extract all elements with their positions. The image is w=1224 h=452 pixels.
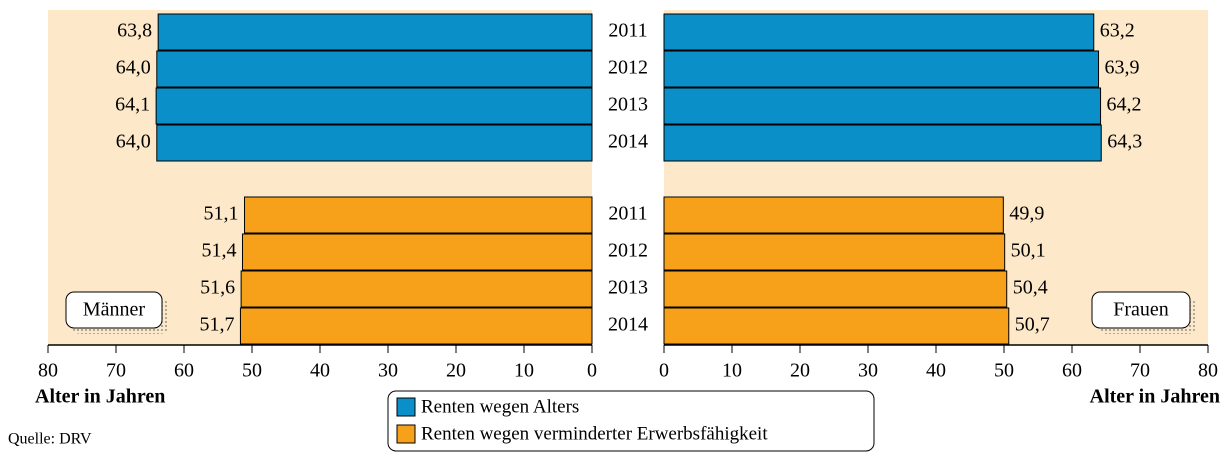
panel-name: Frauen bbox=[1113, 299, 1169, 321]
panel-name: Männer bbox=[83, 299, 146, 321]
bar bbox=[663, 307, 1010, 345]
x-tick-label: 20 bbox=[446, 360, 466, 382]
value-label: 63,8 bbox=[117, 20, 152, 42]
bar bbox=[239, 307, 593, 345]
legend-swatch bbox=[396, 397, 416, 417]
x-tick-label: 80 bbox=[1198, 360, 1218, 382]
x-tick-label: 0 bbox=[659, 360, 669, 382]
x-tick-label: 0 bbox=[587, 360, 597, 382]
legend-swatch bbox=[396, 424, 416, 444]
category-label: 2014 bbox=[608, 131, 648, 153]
bar bbox=[157, 13, 593, 51]
value-label: 50,4 bbox=[1013, 277, 1048, 299]
x-tick-label: 70 bbox=[1130, 360, 1150, 382]
x-tick-label: 50 bbox=[242, 360, 262, 382]
x-tick-label: 80 bbox=[38, 360, 58, 382]
value-label: 63,2 bbox=[1100, 20, 1135, 42]
value-label: 63,9 bbox=[1105, 57, 1140, 79]
x-tick-label: 30 bbox=[858, 360, 878, 382]
value-label: 51,1 bbox=[204, 203, 239, 225]
bar bbox=[244, 196, 593, 234]
bar bbox=[156, 50, 593, 88]
x-tick-label: 40 bbox=[926, 360, 946, 382]
bar bbox=[663, 13, 1095, 51]
x-tick-label: 40 bbox=[310, 360, 330, 382]
category-label: 2011 bbox=[608, 203, 647, 225]
panel-box bbox=[1091, 291, 1191, 329]
bar bbox=[663, 87, 1102, 125]
x-tick-label: 50 bbox=[994, 360, 1014, 382]
x-tick-label: 10 bbox=[722, 360, 742, 382]
bar bbox=[663, 50, 1100, 88]
x-tick-label: 30 bbox=[378, 360, 398, 382]
bar bbox=[241, 233, 593, 271]
value-label: 64,0 bbox=[116, 57, 151, 79]
value-label: 64,0 bbox=[116, 131, 151, 153]
panel-box bbox=[65, 291, 163, 329]
x-axis-label: Alter in Jahren bbox=[35, 386, 165, 408]
value-label: 51,4 bbox=[201, 240, 236, 262]
x-axis-label: Alter in Jahren bbox=[1090, 386, 1220, 408]
category-label: 2012 bbox=[608, 57, 648, 79]
category-label: 2013 bbox=[608, 277, 648, 299]
value-label: 50,7 bbox=[1015, 314, 1050, 336]
category-label: 2014 bbox=[608, 314, 648, 336]
bar bbox=[663, 233, 1006, 271]
bar bbox=[663, 196, 1004, 234]
x-tick-label: 60 bbox=[174, 360, 194, 382]
value-label: 64,2 bbox=[1107, 94, 1142, 116]
x-tick-label: 60 bbox=[1062, 360, 1082, 382]
value-label: 64,1 bbox=[115, 94, 150, 116]
bar bbox=[663, 270, 1008, 308]
value-label: 64,3 bbox=[1107, 131, 1142, 153]
bar bbox=[155, 87, 593, 125]
category-label: 2011 bbox=[608, 20, 647, 42]
bar bbox=[663, 124, 1102, 162]
value-label: 51,7 bbox=[199, 314, 234, 336]
bar bbox=[240, 270, 593, 308]
value-label: 50,1 bbox=[1011, 240, 1046, 262]
legend-label: Renten wegen verminderter Erwerbsfähigke… bbox=[421, 423, 768, 444]
source: Quelle: DRV bbox=[8, 431, 92, 448]
value-label: 49,9 bbox=[1009, 203, 1044, 225]
legend-label: Renten wegen Alters bbox=[421, 396, 579, 417]
value-label: 51,6 bbox=[200, 277, 235, 299]
category-label: 2013 bbox=[608, 94, 648, 116]
x-tick-label: 70 bbox=[106, 360, 126, 382]
x-tick-label: 20 bbox=[790, 360, 810, 382]
bar bbox=[156, 124, 593, 162]
category-label: 2012 bbox=[608, 240, 648, 262]
legend-box bbox=[387, 390, 875, 452]
x-tick-label: 10 bbox=[514, 360, 534, 382]
